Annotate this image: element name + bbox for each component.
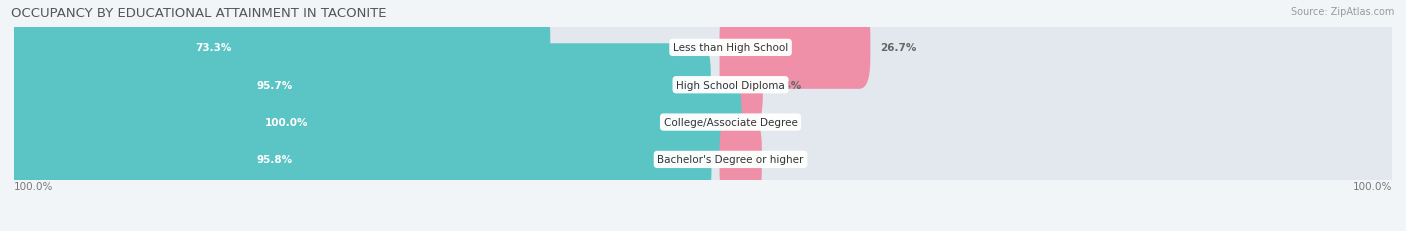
- Text: Source: ZipAtlas.com: Source: ZipAtlas.com: [1291, 7, 1395, 17]
- FancyBboxPatch shape: [3, 81, 1403, 164]
- Text: Less than High School: Less than High School: [673, 43, 789, 53]
- FancyBboxPatch shape: [3, 119, 1403, 201]
- Text: College/Associate Degree: College/Associate Degree: [664, 118, 797, 128]
- Text: Bachelor's Degree or higher: Bachelor's Degree or higher: [658, 155, 804, 165]
- Text: 4.4%: 4.4%: [772, 80, 801, 90]
- FancyBboxPatch shape: [3, 7, 550, 89]
- FancyBboxPatch shape: [720, 7, 870, 89]
- Text: 26.7%: 26.7%: [880, 43, 917, 53]
- FancyBboxPatch shape: [3, 44, 711, 127]
- FancyBboxPatch shape: [3, 119, 711, 201]
- Text: High School Diploma: High School Diploma: [676, 80, 785, 90]
- Text: 95.8%: 95.8%: [257, 155, 292, 165]
- FancyBboxPatch shape: [3, 44, 1403, 127]
- FancyBboxPatch shape: [720, 119, 762, 201]
- Text: OCCUPANCY BY EDUCATIONAL ATTAINMENT IN TACONITE: OCCUPANCY BY EDUCATIONAL ATTAINMENT IN T…: [11, 7, 387, 20]
- Text: 0.0%: 0.0%: [751, 118, 780, 128]
- Text: 100.0%: 100.0%: [264, 118, 308, 128]
- Text: 73.3%: 73.3%: [195, 43, 232, 53]
- Text: 100.0%: 100.0%: [1353, 181, 1392, 191]
- Text: 4.2%: 4.2%: [772, 155, 800, 165]
- Text: 95.7%: 95.7%: [256, 80, 292, 90]
- FancyBboxPatch shape: [3, 7, 1403, 89]
- FancyBboxPatch shape: [720, 44, 763, 127]
- Text: 100.0%: 100.0%: [14, 181, 53, 191]
- FancyBboxPatch shape: [3, 81, 741, 164]
